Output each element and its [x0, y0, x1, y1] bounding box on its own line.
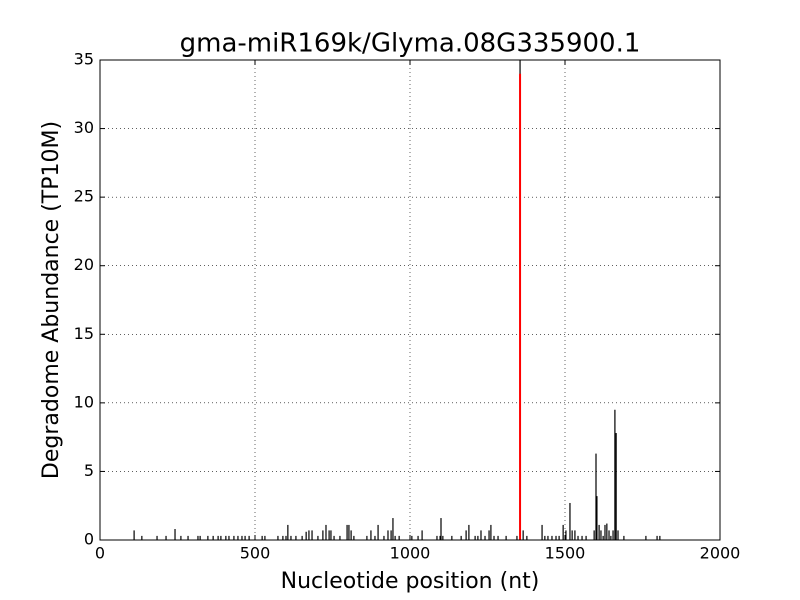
x-tick-label: 1500: [545, 544, 586, 563]
x-tick-label: 0: [95, 544, 105, 563]
y-tick-label: 35: [74, 50, 94, 69]
x-tick-label: 1000: [390, 544, 431, 563]
y-tick-label: 15: [74, 324, 94, 343]
x-tick-label: 500: [240, 544, 271, 563]
y-tick-label: 30: [74, 118, 94, 137]
y-tick-label: 5: [84, 461, 94, 480]
ticks: 0 500 1000 1500 2000 0 5 10 15 20 25 30 35: [74, 50, 741, 563]
plot-area: [133, 60, 661, 540]
x-axis-label: Nucleotide position (nt): [281, 569, 540, 594]
y-tick-label: 10: [74, 392, 94, 411]
x-tick-label: 2000: [700, 544, 741, 563]
y-tick-label: 20: [74, 255, 94, 274]
chart-title: gma-miR169k/Glyma.08G335900.1: [180, 29, 641, 59]
y-axis-label: Degradome Abundance (TP10M): [39, 121, 64, 479]
y-tick-label: 25: [74, 187, 94, 206]
y-tick-label: 0: [84, 530, 94, 549]
